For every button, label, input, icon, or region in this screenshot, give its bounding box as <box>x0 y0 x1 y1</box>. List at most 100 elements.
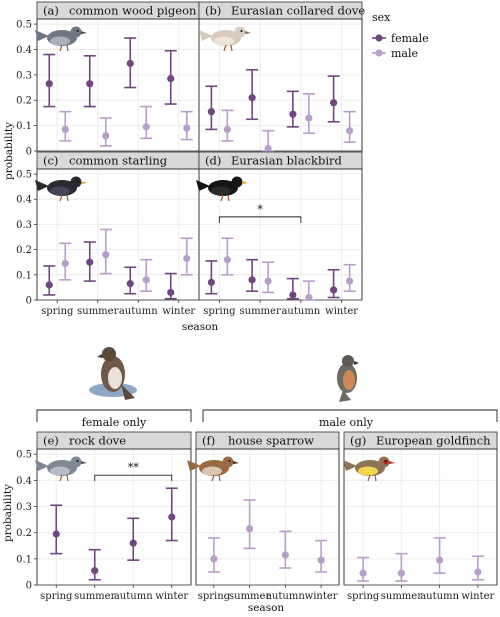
panel-letter: (b) <box>205 4 221 18</box>
x-tick-label: winter <box>461 591 494 602</box>
panel-letter: (d) <box>205 154 221 168</box>
data-point <box>248 276 256 284</box>
y-tick-label: 0.1 <box>16 270 32 281</box>
data-point <box>102 132 110 140</box>
starling-icon-leg <box>59 194 63 202</box>
goldfinch-icon-beak <box>389 461 395 464</box>
rock-dove-icon-leg <box>59 474 63 482</box>
x-tick-label: winter <box>305 591 338 602</box>
significance-bracket <box>218 216 302 223</box>
panel-2: (b) Eurasian collared dove <box>198 1 365 153</box>
panel-letter: (c) <box>43 154 58 168</box>
data-point <box>102 251 110 259</box>
x-tick-label: spring <box>347 591 380 602</box>
legend-key-point <box>375 49 383 57</box>
data-point <box>61 259 69 268</box>
y-tick-label: 0.4 <box>16 476 32 487</box>
x-tick-label: summer <box>381 591 422 602</box>
data-point <box>142 123 150 131</box>
y-tick-label: 0.1 <box>16 121 32 132</box>
y-tick-label: 0.4 <box>16 45 32 56</box>
sparrow-icon-leg <box>218 474 221 482</box>
sparrow-icon <box>187 456 239 482</box>
y-axis-title-bottom: probability <box>2 484 14 542</box>
hawk-tail <box>339 390 351 402</box>
bird-tail <box>121 384 135 400</box>
goldfinch-icon-eye <box>384 460 387 462</box>
starling-icon-leg <box>66 194 69 202</box>
y-axis-title-top: probability <box>3 122 15 180</box>
female-only-bracket <box>36 409 192 422</box>
goldfinch-icon-tail <box>343 460 357 471</box>
significance-label: * <box>257 203 263 216</box>
panel-title: house sparrow <box>228 434 314 448</box>
data-point <box>86 258 94 266</box>
data-point <box>436 556 444 564</box>
panel-title: Eurasian blackbird <box>231 154 342 168</box>
x-tick-label: autumn <box>281 306 320 317</box>
y-tick-label: 0.4 <box>16 195 32 206</box>
dove-icon-eye <box>240 30 243 32</box>
pigeon-icon-leg <box>59 44 63 52</box>
panel-5: (e) rock dove 0 0.1 0.2 0.3 0.4 0.5 spring summer… <box>16 431 192 602</box>
pigeon-icon-beak <box>81 31 87 34</box>
goldfinch-icon-leg <box>374 474 377 482</box>
data-point <box>264 277 272 285</box>
starling-icon-beak <box>81 181 87 184</box>
dove-icon-leg <box>230 44 233 52</box>
data-point <box>167 75 175 83</box>
panel-3: (c) common starling 0 0.1 0.2 0.3 0.4 0.5 spring… <box>16 151 200 317</box>
data-point <box>207 278 215 286</box>
data-point <box>330 286 338 294</box>
x-tick-label: autumn <box>119 306 158 317</box>
data-point <box>45 80 53 88</box>
data-point <box>86 80 94 88</box>
panel-title: rock dove <box>69 434 126 448</box>
panel-title: European goldfinch <box>376 434 491 448</box>
panel-title: common starling <box>69 154 168 168</box>
x-tick-label: summer <box>74 591 115 602</box>
significance-bracket <box>94 474 173 482</box>
sparrow-icon-eye <box>228 460 231 462</box>
hawk-breast <box>343 370 355 390</box>
dove-icon-belly <box>214 36 234 46</box>
rock-dove-icon-belly <box>50 466 70 476</box>
data-point <box>305 114 313 122</box>
panel-letter: (g) <box>350 434 366 448</box>
y-tick-label: 0 <box>26 581 32 592</box>
data-point <box>207 108 215 116</box>
bird-head <box>102 347 116 361</box>
rock-dove-icon-head <box>70 456 82 468</box>
legend-key-point <box>375 34 383 42</box>
pigeon-icon <box>35 26 87 52</box>
blackbird-icon-leg <box>220 194 224 202</box>
data-point <box>248 94 256 102</box>
y-tick-label: 0.3 <box>16 70 32 81</box>
data-point <box>317 556 325 564</box>
goldfinch-icon <box>343 456 395 482</box>
y-tick-label: 0.2 <box>16 528 32 539</box>
goldfinch-icon-belly <box>358 466 378 476</box>
data-point <box>91 567 99 575</box>
hawk-beak <box>354 361 359 365</box>
dove-icon-leg <box>223 44 227 52</box>
panel-letter: (a) <box>43 4 59 18</box>
y-tick-label: 0.5 <box>16 450 32 461</box>
blackbird-icon-beak <box>242 181 248 184</box>
panel-border <box>36 448 192 586</box>
blackbird-icon-belly <box>211 186 231 196</box>
sparrow-icon-belly <box>202 466 222 476</box>
starling-icon-tail <box>35 180 49 191</box>
data-point <box>129 539 137 547</box>
data-point <box>126 280 134 288</box>
y-tick-label: 0.3 <box>16 220 32 231</box>
x-tick-label: spring <box>41 306 74 317</box>
male-only-bracket <box>202 409 498 422</box>
data-point <box>305 293 313 302</box>
blackbird-icon-leg <box>227 194 230 202</box>
data-point <box>264 144 272 153</box>
data-point <box>223 125 231 134</box>
